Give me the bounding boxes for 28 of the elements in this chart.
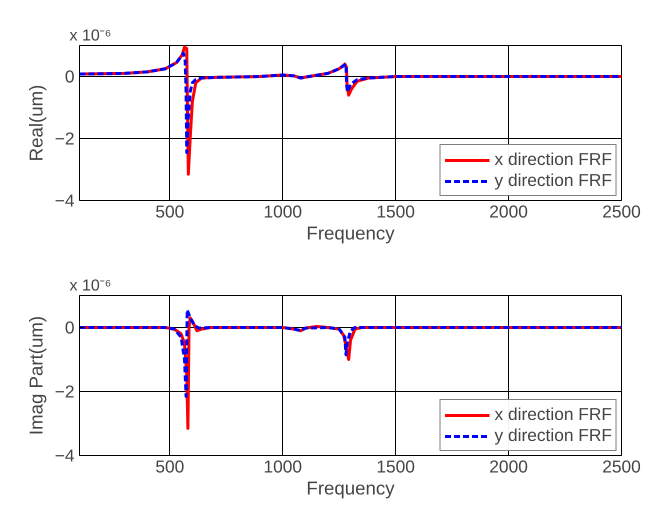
x-tick-label: 1500 (376, 456, 415, 476)
x-axis-title: Frequency (306, 478, 396, 498)
x-tick-label: 500 (155, 202, 184, 222)
y-tick-label: −2 (54, 382, 75, 402)
y-tick-label: 0 (64, 66, 75, 86)
y-tick-label: 0 (64, 318, 75, 338)
legend-label: y direction FRF (494, 170, 612, 191)
y-tick-label: −4 (54, 446, 75, 466)
y-axis-title: Imag Part(um) (26, 316, 47, 436)
x-tick-label: 2500 (602, 202, 641, 222)
x-tick-label: 1000 (263, 202, 302, 222)
legend-label: x direction FRF (494, 149, 612, 170)
line-series (80, 52, 622, 154)
y-tick-label: −2 (54, 128, 75, 148)
x-tick-label: 1500 (376, 202, 415, 222)
x-tick-label: 500 (155, 456, 184, 476)
x-axis-title: Frequency (306, 222, 396, 244)
x-tick-label: 2000 (489, 456, 528, 476)
y-axis-title: Real(um) (26, 84, 47, 162)
y-tick-label: −4 (54, 190, 75, 210)
legend-label: y direction FRF (494, 425, 612, 446)
x-tick-label: 2000 (489, 202, 528, 222)
legend-label: x direction FRF (494, 404, 612, 425)
x-tick-label: 2500 (602, 456, 641, 476)
line-series (80, 308, 622, 398)
text: x 10⁻⁶ (70, 278, 112, 294)
x-tick-label: 1000 (263, 456, 302, 476)
text: x 10⁻⁶ (70, 28, 112, 44)
